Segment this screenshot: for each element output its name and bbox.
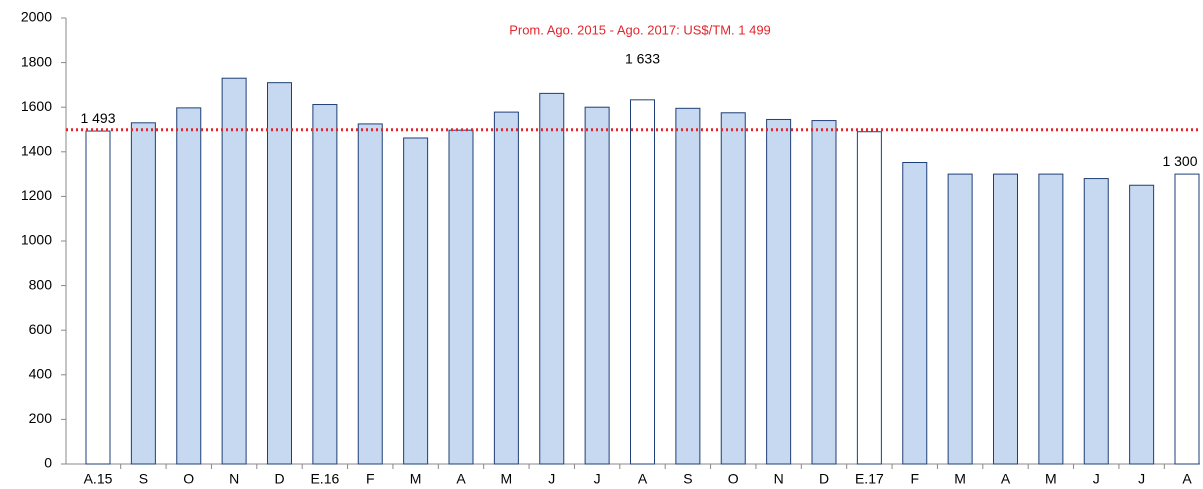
y-tick-label: 1000	[21, 232, 52, 248]
bar	[584, 106, 610, 465]
bar	[1083, 178, 1109, 465]
x-tick-label: E.16	[310, 471, 339, 487]
y-tick-label: 1400	[21, 143, 52, 159]
x-tick-label: A	[456, 471, 466, 487]
bar	[493, 111, 519, 465]
x-tick-label: N	[229, 471, 239, 487]
x-tick-label: O	[728, 471, 739, 487]
x-tick-label: N	[774, 471, 784, 487]
bar	[630, 99, 655, 465]
bar	[675, 107, 701, 465]
x-tick-label: J	[594, 471, 601, 487]
x-tick-label: J	[1138, 471, 1145, 487]
x-tick-label: M	[501, 471, 513, 487]
x-tick-label: O	[183, 471, 194, 487]
x-tick-label: A	[1182, 471, 1192, 487]
x-tick-label: D	[819, 471, 829, 487]
y-tick-label: 1600	[21, 98, 52, 114]
annotation: Prom. Ago. 2015 - Ago. 2017: US$/TM. 1 4…	[509, 22, 771, 37]
y-tick-label: 2000	[21, 9, 52, 25]
y-tick-label: 1800	[21, 53, 52, 69]
bar	[176, 107, 202, 465]
x-tick-label: A	[638, 471, 648, 487]
bar	[448, 129, 474, 465]
y-tick-label: 200	[29, 410, 53, 426]
bar	[1038, 173, 1064, 465]
bar	[947, 173, 973, 465]
x-tick-label: F	[910, 471, 919, 487]
bar	[1129, 184, 1155, 465]
x-tick-label: A.15	[84, 471, 113, 487]
x-tick-label: M	[410, 471, 422, 487]
bar	[1174, 173, 1200, 465]
x-tick-label: A	[1001, 471, 1011, 487]
bar	[766, 118, 792, 465]
y-tick-label: 1200	[21, 187, 52, 203]
data-label: 1 300	[1162, 153, 1197, 169]
x-tick-label: M	[954, 471, 966, 487]
bar	[902, 162, 928, 465]
x-tick-label: J	[1093, 471, 1100, 487]
data-label: 1 493	[80, 110, 115, 126]
bar	[312, 104, 338, 465]
x-tick-label: E.17	[855, 471, 884, 487]
x-tick-label: S	[139, 471, 148, 487]
data-label: 1 633	[625, 51, 660, 67]
bar	[539, 92, 565, 465]
bar	[811, 120, 837, 465]
bar	[357, 123, 383, 465]
x-tick-label: J	[548, 471, 555, 487]
bar	[267, 82, 292, 465]
y-tick-label: 600	[29, 321, 53, 337]
y-tick-label: 400	[29, 366, 53, 382]
bar	[720, 112, 746, 465]
bar	[403, 137, 429, 465]
bar	[130, 122, 156, 465]
x-tick-label: S	[683, 471, 692, 487]
y-tick-label: 800	[29, 276, 53, 292]
bar	[993, 173, 1018, 465]
y-tick-label: 0	[44, 455, 52, 471]
bar	[856, 131, 882, 465]
x-tick-label: D	[274, 471, 284, 487]
x-tick-label: F	[366, 471, 375, 487]
bar	[221, 77, 247, 465]
bar	[85, 130, 111, 465]
x-tick-label: M	[1045, 471, 1057, 487]
